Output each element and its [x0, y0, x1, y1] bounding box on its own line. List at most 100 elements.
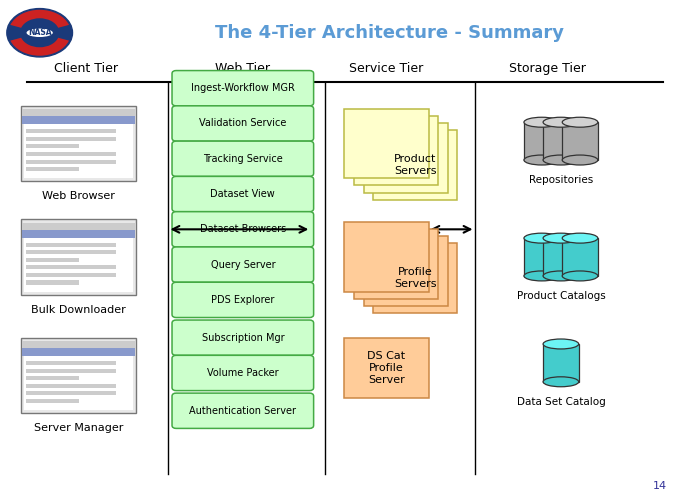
Ellipse shape — [543, 339, 579, 349]
Text: Validation Service: Validation Service — [199, 118, 287, 129]
FancyBboxPatch shape — [172, 320, 313, 355]
Ellipse shape — [524, 155, 560, 165]
FancyBboxPatch shape — [22, 116, 135, 124]
FancyBboxPatch shape — [354, 116, 438, 185]
FancyBboxPatch shape — [26, 281, 79, 285]
Ellipse shape — [524, 117, 560, 127]
FancyBboxPatch shape — [26, 137, 116, 141]
FancyBboxPatch shape — [172, 176, 313, 212]
FancyBboxPatch shape — [562, 122, 598, 160]
FancyBboxPatch shape — [543, 122, 579, 160]
FancyBboxPatch shape — [373, 130, 457, 200]
Text: Client Tier: Client Tier — [53, 61, 118, 75]
Text: Product
Servers: Product Servers — [394, 154, 436, 175]
Text: Web Browser: Web Browser — [42, 192, 115, 201]
Ellipse shape — [562, 117, 598, 127]
FancyBboxPatch shape — [26, 243, 116, 247]
FancyBboxPatch shape — [26, 152, 116, 156]
Text: Profile
Servers: Profile Servers — [394, 268, 436, 289]
FancyBboxPatch shape — [344, 222, 428, 292]
Ellipse shape — [543, 377, 579, 387]
FancyBboxPatch shape — [22, 109, 135, 116]
Circle shape — [7, 9, 73, 57]
FancyBboxPatch shape — [172, 393, 313, 428]
FancyBboxPatch shape — [26, 369, 116, 373]
FancyBboxPatch shape — [26, 391, 116, 396]
FancyBboxPatch shape — [22, 341, 135, 348]
Ellipse shape — [524, 233, 560, 243]
Text: 14: 14 — [653, 481, 667, 491]
Text: Server Manager: Server Manager — [34, 423, 123, 433]
Ellipse shape — [27, 29, 52, 36]
Text: Dataset View: Dataset View — [211, 189, 275, 199]
FancyBboxPatch shape — [172, 247, 313, 282]
FancyBboxPatch shape — [22, 348, 135, 356]
FancyBboxPatch shape — [26, 258, 79, 262]
FancyBboxPatch shape — [344, 338, 428, 398]
FancyBboxPatch shape — [25, 124, 133, 178]
FancyBboxPatch shape — [22, 223, 135, 230]
Text: DS Cat
Profile
Server: DS Cat Profile Server — [367, 351, 406, 385]
FancyBboxPatch shape — [344, 109, 428, 178]
FancyBboxPatch shape — [524, 122, 560, 160]
Text: Subscription Mgr: Subscription Mgr — [202, 333, 284, 343]
FancyBboxPatch shape — [172, 71, 313, 106]
FancyBboxPatch shape — [26, 250, 116, 255]
FancyBboxPatch shape — [373, 243, 457, 313]
FancyBboxPatch shape — [172, 106, 313, 141]
FancyBboxPatch shape — [172, 282, 313, 318]
Text: Bulk Downloader: Bulk Downloader — [31, 304, 126, 314]
Ellipse shape — [562, 271, 598, 281]
Text: Service Tier: Service Tier — [350, 61, 423, 75]
Text: Query Server: Query Server — [211, 260, 275, 270]
Wedge shape — [10, 38, 69, 56]
FancyBboxPatch shape — [543, 238, 579, 276]
Ellipse shape — [27, 29, 53, 37]
Ellipse shape — [562, 155, 598, 165]
FancyBboxPatch shape — [543, 344, 579, 382]
FancyBboxPatch shape — [562, 238, 598, 276]
FancyBboxPatch shape — [26, 130, 116, 134]
Ellipse shape — [524, 271, 560, 281]
Text: PDS Explorer: PDS Explorer — [211, 295, 274, 305]
FancyBboxPatch shape — [354, 229, 438, 299]
FancyBboxPatch shape — [172, 355, 313, 391]
Text: Product Catalogs: Product Catalogs — [516, 291, 605, 301]
FancyBboxPatch shape — [25, 356, 133, 410]
FancyBboxPatch shape — [364, 123, 447, 193]
Ellipse shape — [543, 271, 579, 281]
Ellipse shape — [543, 233, 579, 243]
FancyBboxPatch shape — [26, 145, 79, 149]
Text: Ingest-Workflow MGR: Ingest-Workflow MGR — [191, 83, 295, 93]
FancyBboxPatch shape — [21, 220, 136, 294]
FancyBboxPatch shape — [524, 238, 560, 276]
FancyBboxPatch shape — [25, 238, 133, 291]
FancyBboxPatch shape — [22, 230, 135, 238]
Ellipse shape — [562, 233, 598, 243]
FancyBboxPatch shape — [26, 361, 116, 365]
Wedge shape — [10, 10, 69, 28]
Text: Dataset Browsers: Dataset Browsers — [200, 224, 286, 234]
Ellipse shape — [543, 155, 579, 165]
FancyBboxPatch shape — [26, 167, 79, 171]
Text: Data Set Catalog: Data Set Catalog — [516, 397, 605, 407]
FancyBboxPatch shape — [26, 160, 116, 163]
Text: Tracking Service: Tracking Service — [203, 154, 282, 164]
FancyBboxPatch shape — [172, 141, 313, 176]
FancyBboxPatch shape — [26, 384, 116, 388]
Text: NASA: NASA — [28, 28, 51, 37]
Text: Storage Tier: Storage Tier — [509, 61, 586, 75]
FancyBboxPatch shape — [172, 212, 313, 247]
Text: Repositories: Repositories — [529, 175, 593, 185]
FancyBboxPatch shape — [26, 399, 79, 403]
Text: Web Tier: Web Tier — [215, 61, 270, 75]
FancyBboxPatch shape — [364, 236, 447, 306]
FancyBboxPatch shape — [21, 338, 136, 413]
Ellipse shape — [543, 117, 579, 127]
FancyBboxPatch shape — [26, 266, 116, 269]
FancyBboxPatch shape — [26, 376, 79, 381]
FancyBboxPatch shape — [26, 273, 116, 277]
Text: Authentication Server: Authentication Server — [189, 406, 296, 416]
Text: Volume Packer: Volume Packer — [207, 368, 278, 378]
FancyBboxPatch shape — [21, 106, 136, 181]
